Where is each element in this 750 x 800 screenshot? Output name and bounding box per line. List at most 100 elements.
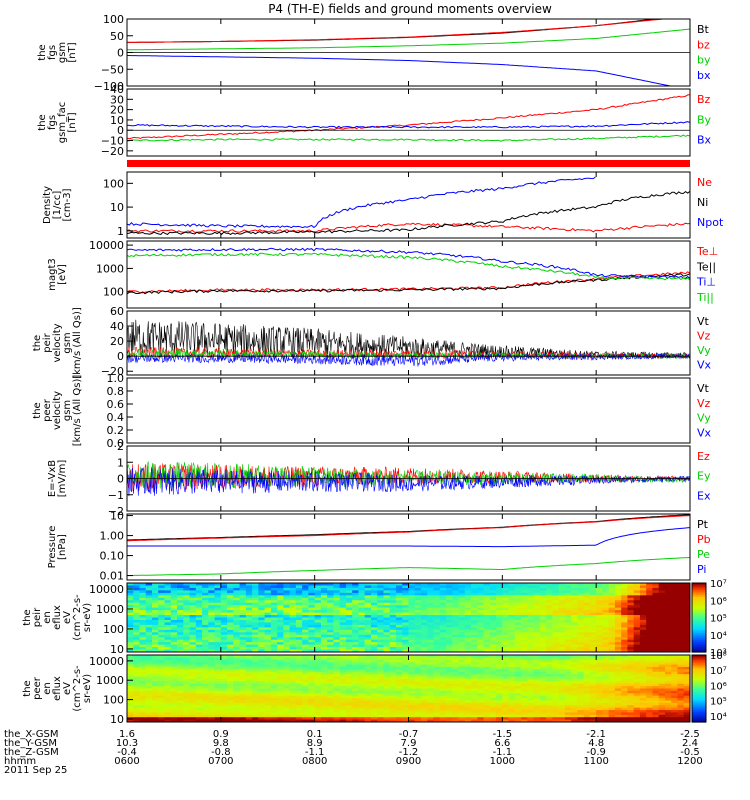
heatmap-cell: [514, 710, 522, 714]
heatmap-cell: [627, 612, 635, 616]
heatmap-cell: [320, 719, 328, 722]
heatmap-cell: [589, 612, 597, 616]
y-tick-label: 1.00: [100, 530, 125, 543]
heatmap-cell: [477, 700, 485, 704]
heatmap-cell: [233, 634, 241, 638]
heatmap-cell: [308, 590, 316, 594]
heatmap-cell: [589, 662, 597, 666]
heatmap-cell: [608, 637, 616, 641]
heatmap-cell: [539, 719, 547, 722]
heatmap-cell: [639, 639, 647, 643]
heatmap-cell: [158, 674, 166, 678]
heatmap-cell: [220, 624, 228, 628]
heatmap-cell: [308, 624, 316, 628]
heatmap-cell: [233, 624, 241, 628]
heatmap-cell: [245, 662, 253, 666]
heatmap-cell: [546, 707, 553, 711]
heatmap-cell: [589, 683, 597, 687]
heatmap-cell: [421, 664, 428, 668]
heatmap-cell: [320, 583, 328, 587]
heatmap-cell: [227, 714, 234, 718]
heatmap-cell: [646, 592, 654, 596]
heatmap-cell: [464, 678, 472, 682]
heatmap-cell: [158, 714, 166, 718]
heatmap-cell: [127, 615, 134, 619]
heatmap-cell: [664, 622, 672, 626]
heatmap-cell: [239, 583, 247, 587]
heatmap-cell: [464, 683, 472, 687]
heatmap-cell: [245, 583, 253, 587]
heatmap-cell: [652, 647, 660, 651]
heatmap-cell: [177, 634, 184, 638]
heatmap-cell: [258, 695, 266, 699]
heatmap-cell: [427, 600, 435, 604]
heatmap-cell: [245, 597, 253, 601]
heatmap-cell: [483, 698, 491, 702]
heatmap-cell: [552, 693, 560, 697]
heatmap-cell: [177, 676, 184, 680]
heatmap-cell: [489, 705, 497, 709]
heatmap-cell: [608, 619, 616, 624]
heatmap-cell: [364, 666, 372, 670]
heatmap-cell: [464, 657, 472, 661]
heatmap-cell: [127, 624, 134, 628]
heatmap-cell: [421, 615, 428, 619]
heatmap-cell: [239, 712, 247, 716]
heatmap-cell: [214, 700, 222, 704]
heatmap-cell: [364, 712, 372, 716]
heatmap-cell: [239, 655, 247, 658]
heatmap-cell: [521, 602, 528, 606]
heatmap-cell: [227, 610, 234, 614]
heatmap-cell: [220, 710, 228, 714]
heatmap-cell: [189, 622, 197, 626]
heatmap-cell: [264, 634, 272, 638]
heatmap-cell: [408, 707, 416, 711]
heatmap-cell: [408, 590, 416, 594]
heatmap-cell: [433, 666, 441, 670]
heatmap-cell: [496, 595, 503, 599]
heatmap-cell: [264, 624, 272, 628]
heatmap-cell: [408, 629, 416, 633]
heatmap-cell: [395, 615, 403, 619]
heatmap-cell: [383, 592, 391, 596]
heatmap-cell: [264, 637, 272, 641]
heatmap-cell: [208, 602, 216, 606]
heatmap-cell: [145, 649, 153, 652]
heatmap-cell: [433, 655, 441, 658]
heatmap-cell: [471, 605, 478, 609]
heatmap-cell: [471, 632, 478, 636]
heatmap-cell: [202, 585, 209, 589]
heatmap-cell: [333, 702, 341, 706]
heatmap-cell: [414, 592, 422, 596]
heatmap-cell: [364, 637, 372, 641]
heatmap-cell: [183, 622, 191, 626]
heatmap-cell: [277, 632, 284, 636]
heatmap-cell: [446, 617, 453, 621]
heatmap-cell: [339, 688, 347, 692]
heatmap-cell: [389, 634, 397, 638]
heatmap-cell: [258, 615, 266, 619]
heatmap-cell: [364, 686, 372, 690]
heatmap-cell: [564, 698, 572, 702]
heatmap-cell: [227, 674, 234, 678]
heatmap-cell: [345, 710, 353, 714]
heatmap-cell: [202, 587, 209, 591]
heatmap-cell: [208, 717, 216, 721]
heatmap-cell: [414, 700, 422, 704]
heatmap-cell: [433, 619, 441, 624]
heatmap-cell: [302, 622, 310, 626]
heatmap-cell: [521, 627, 528, 631]
heatmap-cell: [421, 657, 428, 661]
heatmap-cell: [339, 690, 347, 694]
heatmap-cell: [370, 717, 378, 721]
heatmap-cell: [314, 649, 322, 652]
heatmap-cell: [208, 583, 216, 587]
heatmap-cell: [414, 622, 422, 626]
heatmap-cell: [558, 719, 566, 722]
heatmap-cell: [502, 629, 510, 633]
heatmap-cell: [571, 719, 578, 722]
heatmap-cell: [596, 619, 604, 624]
heatmap-cell: [558, 595, 566, 599]
heatmap-cell: [245, 686, 253, 690]
heatmap-cell: [389, 605, 397, 609]
